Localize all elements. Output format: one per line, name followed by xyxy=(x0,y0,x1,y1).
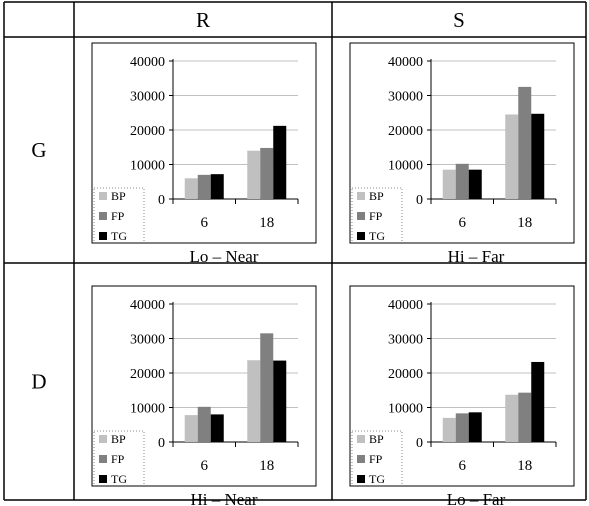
y-tick-label: 30000 xyxy=(388,90,423,105)
y-tick-label: 30000 xyxy=(130,333,165,348)
y-tick-label: 20000 xyxy=(388,367,423,382)
legend: BP FP TG xyxy=(351,187,403,243)
row-header-g: G xyxy=(31,138,46,162)
column-header-s: S xyxy=(453,8,465,32)
bar-tg-6 xyxy=(210,414,224,442)
y-tick-label: 30000 xyxy=(130,90,165,105)
bar-bp-6 xyxy=(184,178,198,199)
legend-label-tg: TG xyxy=(369,472,385,486)
x-tick-label: 18 xyxy=(517,458,532,474)
legend-swatch-bp xyxy=(357,435,365,443)
legend-swatch-bp xyxy=(99,192,107,200)
y-tick-label: 40000 xyxy=(388,55,423,70)
y-tick-label: 20000 xyxy=(130,367,165,382)
bar-fp-18 xyxy=(518,86,532,199)
x-tick-label: 18 xyxy=(517,215,532,231)
legend-label-tg: TG xyxy=(369,229,385,243)
legend-label-tg: TG xyxy=(111,229,127,243)
bar-fp-6 xyxy=(455,163,469,199)
legend-swatch-fp xyxy=(357,212,365,220)
legend-swatch-tg xyxy=(357,232,365,240)
y-tick-label: 20000 xyxy=(388,124,423,139)
bar-tg-18 xyxy=(531,361,545,442)
legend: BP FP TG xyxy=(351,430,403,486)
bar-tg-6 xyxy=(210,174,224,199)
legend-label-tg: TG xyxy=(111,472,127,486)
y-tick-label: 0 xyxy=(416,193,423,208)
bar-tg-18 xyxy=(273,360,287,442)
legend-label-bp: BP xyxy=(369,189,384,203)
y-tick-label: 0 xyxy=(158,436,165,451)
bar-fp-6 xyxy=(455,413,469,442)
chart-caption: Hi – Near xyxy=(190,490,257,506)
bar-tg-6 xyxy=(468,412,482,442)
legend-swatch-tg xyxy=(99,232,107,240)
legend-label-bp: BP xyxy=(111,432,126,446)
legend-swatch-tg xyxy=(99,475,107,483)
table-borders xyxy=(3,1,587,501)
y-tick-label: 40000 xyxy=(130,298,165,313)
y-tick-label: 10000 xyxy=(130,159,165,174)
legend-swatch-tg xyxy=(357,475,365,483)
column-header-r: R xyxy=(196,8,210,32)
bar-tg-18 xyxy=(273,125,287,199)
bar-bp-18 xyxy=(505,394,519,442)
legend-box xyxy=(351,430,403,486)
legend-box xyxy=(93,187,145,243)
legend-swatch-bp xyxy=(99,435,107,443)
y-tick-label: 40000 xyxy=(388,298,423,313)
chart-caption: Lo – Far xyxy=(447,490,506,506)
y-tick-label: 0 xyxy=(158,193,165,208)
y-tick-label: 30000 xyxy=(388,333,423,348)
legend-swatch-fp xyxy=(357,455,365,463)
legend-swatch-bp xyxy=(357,192,365,200)
x-tick-label: 6 xyxy=(201,215,209,231)
bar-fp-6 xyxy=(197,406,211,442)
bar-fp-18 xyxy=(518,392,532,442)
y-tick-label: 10000 xyxy=(388,402,423,417)
legend-label-bp: BP xyxy=(111,189,126,203)
bar-bp-18 xyxy=(505,114,519,199)
legend-box xyxy=(93,430,145,486)
legend-swatch-fp xyxy=(99,455,107,463)
chart-g-r: 0 10000 20000 30000 40000 6 18 BP FP TG xyxy=(91,42,317,244)
bar-fp-6 xyxy=(197,174,211,199)
x-tick-label: 6 xyxy=(459,215,467,231)
bar-bp-18 xyxy=(247,150,261,199)
chart-caption: Hi – Far xyxy=(448,247,505,266)
legend-box xyxy=(351,187,403,243)
row-header-d: D xyxy=(31,370,46,394)
chart-d-s: 0 10000 20000 30000 40000 6 18 BP FP TG xyxy=(349,285,575,487)
chart-d-r: 0 10000 20000 30000 40000 6 18 BP FP TG xyxy=(91,285,317,487)
y-tick-label: 10000 xyxy=(130,402,165,417)
chart-caption: Lo – Near xyxy=(190,247,259,266)
y-tick-label: 10000 xyxy=(388,159,423,174)
legend: BP FP TG xyxy=(93,430,145,486)
x-tick-label: 6 xyxy=(459,458,467,474)
legend: BP FP TG xyxy=(93,187,145,243)
y-tick-label: 0 xyxy=(416,436,423,451)
bar-tg-18 xyxy=(531,113,545,199)
bar-fp-18 xyxy=(260,333,274,442)
legend-label-bp: BP xyxy=(369,432,384,446)
bar-tg-6 xyxy=(468,169,482,199)
bar-bp-6 xyxy=(442,169,456,199)
x-tick-label: 18 xyxy=(259,458,274,474)
legend-label-fp: FP xyxy=(369,452,383,466)
bar-bp-6 xyxy=(184,415,198,442)
chart-g-s: 0 10000 20000 30000 40000 6 18 BP FP TG xyxy=(349,42,575,244)
x-tick-label: 18 xyxy=(259,215,274,231)
legend-label-fp: FP xyxy=(369,209,383,223)
y-tick-label: 20000 xyxy=(130,124,165,139)
legend-label-fp: FP xyxy=(111,209,125,223)
x-tick-label: 6 xyxy=(201,458,209,474)
bar-bp-18 xyxy=(247,360,261,442)
bar-bp-6 xyxy=(442,417,456,442)
y-tick-label: 40000 xyxy=(130,55,165,70)
legend-swatch-fp xyxy=(99,212,107,220)
bar-fp-18 xyxy=(260,147,274,199)
legend-label-fp: FP xyxy=(111,452,125,466)
